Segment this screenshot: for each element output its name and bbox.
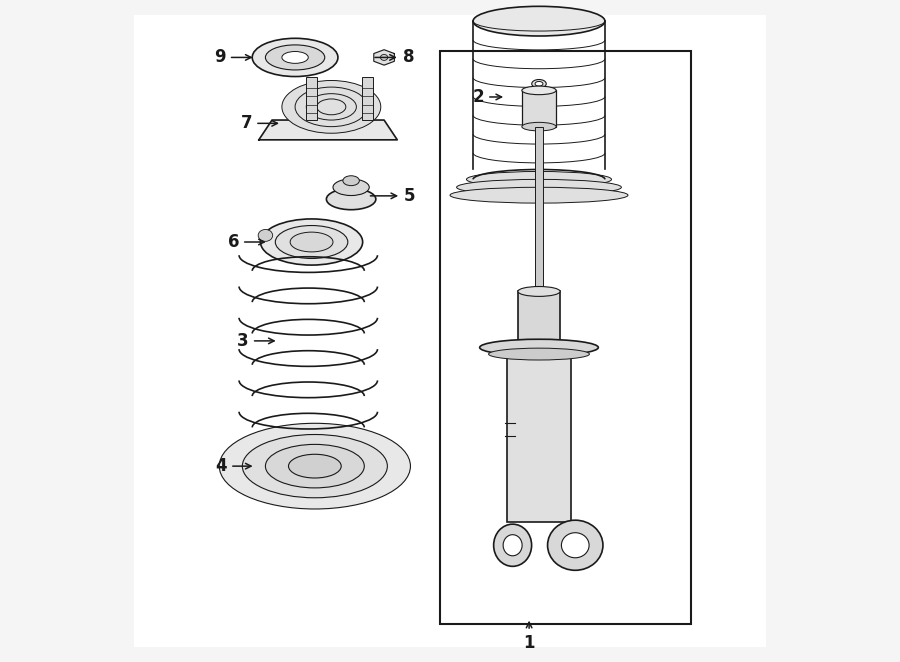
Ellipse shape: [290, 232, 333, 252]
Ellipse shape: [493, 524, 532, 567]
Text: 6: 6: [228, 233, 265, 251]
Text: 9: 9: [214, 48, 251, 66]
Ellipse shape: [317, 99, 346, 115]
Text: 3: 3: [238, 332, 274, 350]
Ellipse shape: [343, 175, 359, 185]
Ellipse shape: [306, 94, 356, 120]
Text: 2: 2: [472, 88, 501, 106]
Ellipse shape: [266, 45, 325, 70]
Ellipse shape: [456, 179, 621, 195]
Ellipse shape: [473, 7, 605, 36]
Ellipse shape: [282, 81, 381, 133]
Ellipse shape: [381, 54, 388, 60]
Ellipse shape: [242, 434, 387, 498]
Ellipse shape: [260, 219, 363, 265]
Polygon shape: [259, 120, 397, 140]
Bar: [363, 77, 373, 120]
Ellipse shape: [282, 52, 309, 64]
Bar: [535, 126, 543, 288]
Bar: [522, 91, 556, 126]
Polygon shape: [374, 50, 394, 65]
Ellipse shape: [327, 189, 376, 210]
Ellipse shape: [275, 226, 347, 258]
Ellipse shape: [466, 171, 611, 187]
Text: 5: 5: [371, 187, 416, 205]
Ellipse shape: [522, 86, 556, 95]
Ellipse shape: [289, 454, 341, 478]
Ellipse shape: [518, 287, 560, 297]
Ellipse shape: [450, 187, 628, 203]
Ellipse shape: [562, 533, 590, 558]
Ellipse shape: [258, 230, 273, 242]
Text: 8: 8: [375, 48, 414, 66]
Ellipse shape: [266, 444, 365, 488]
Text: 1: 1: [524, 622, 535, 652]
Bar: [440, 51, 690, 624]
FancyBboxPatch shape: [133, 15, 767, 647]
Text: 7: 7: [240, 115, 277, 132]
Bar: [306, 77, 317, 120]
Ellipse shape: [333, 179, 369, 195]
Bar: [518, 291, 560, 344]
Ellipse shape: [547, 520, 603, 570]
Bar: [508, 348, 571, 522]
Ellipse shape: [489, 348, 590, 360]
Ellipse shape: [503, 535, 522, 556]
Ellipse shape: [252, 38, 338, 77]
Ellipse shape: [532, 79, 546, 88]
Ellipse shape: [522, 122, 556, 131]
Ellipse shape: [535, 81, 543, 86]
Ellipse shape: [480, 339, 598, 355]
Ellipse shape: [220, 423, 410, 509]
Ellipse shape: [295, 87, 367, 126]
Text: 4: 4: [216, 457, 251, 475]
